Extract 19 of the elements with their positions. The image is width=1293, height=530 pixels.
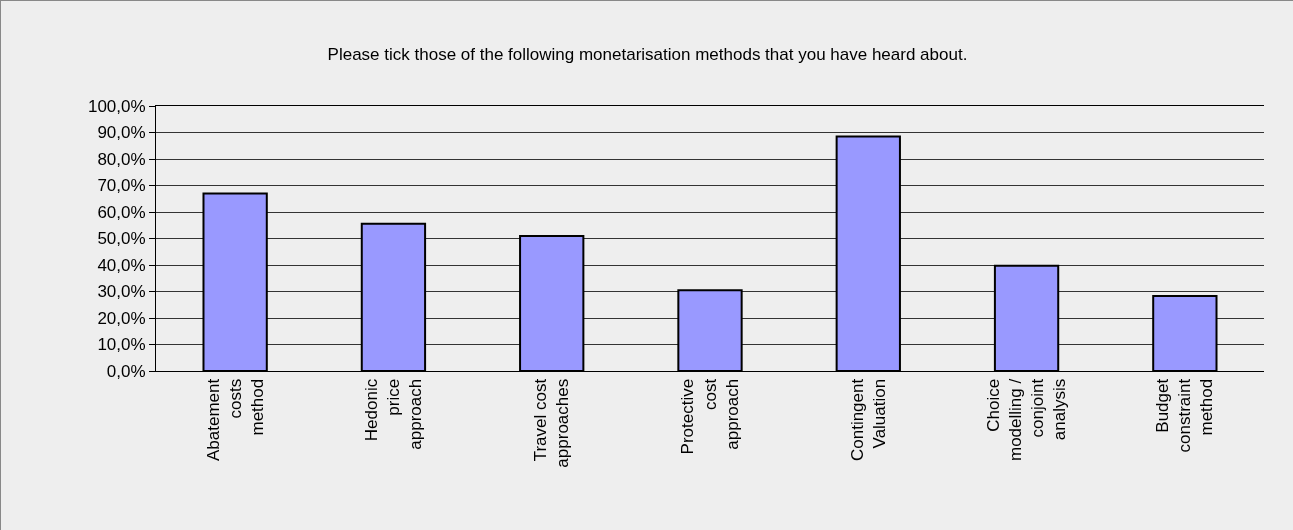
y-tick-label: 60,0% — [97, 202, 146, 222]
x-tick-label: Budget constraint method — [1153, 378, 1217, 453]
y-tick-label: 20,0% — [97, 308, 146, 328]
x-tick-label: Choice modelling / conjoint analysis — [983, 378, 1070, 462]
x-tick-label: Abatement costs method — [203, 378, 267, 462]
y-tick-label: 30,0% — [97, 282, 146, 302]
chart-title: Please tick those of the following monetarisation methods that you have heard about. — [327, 44, 968, 64]
y-tick-label: 0,0% — [106, 361, 146, 381]
x-tick-label: Hedonic price approach — [361, 378, 426, 450]
x-tick-label: Contingent Valuation — [847, 378, 889, 462]
y-tick-label: 50,0% — [97, 229, 146, 249]
y-tick-label: 100,0% — [87, 96, 146, 116]
y-tick-label: 80,0% — [97, 149, 146, 169]
y-tick-label: 70,0% — [97, 176, 146, 196]
y-tick-label: 90,0% — [97, 123, 146, 143]
x-tick-label: Protective cost approach — [678, 378, 742, 455]
x-tick-label: Travel cost approaches — [531, 378, 573, 468]
y-tick-label: 40,0% — [97, 255, 146, 275]
y-tick-label: 10,0% — [97, 335, 146, 355]
